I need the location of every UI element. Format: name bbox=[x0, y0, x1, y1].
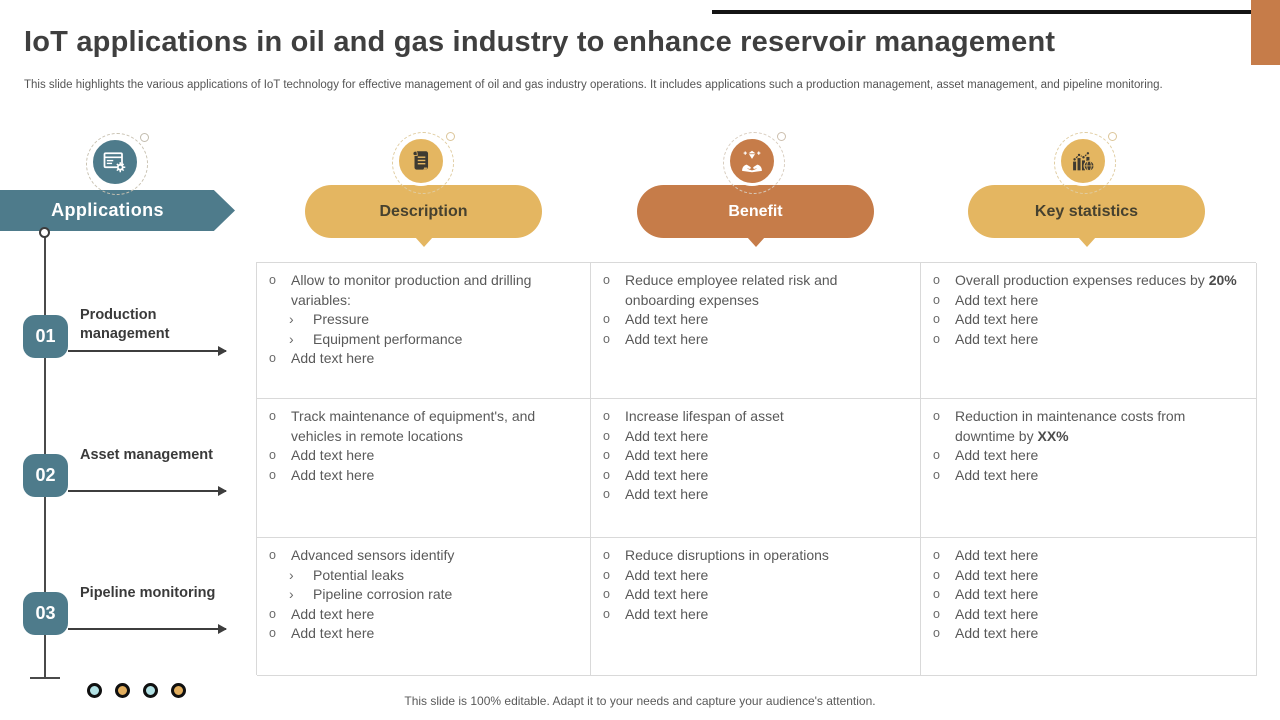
applications-icon-circle bbox=[90, 137, 140, 187]
key-statistics-icon-circle bbox=[1058, 136, 1108, 186]
sidebar-header-label: Applications bbox=[51, 200, 164, 220]
sidebar-item-production-management: Production management bbox=[80, 307, 170, 342]
table-cell-description-row2[interactable]: o Track maintenance of equipment's, and v… bbox=[257, 399, 591, 538]
item-arrow bbox=[68, 486, 227, 496]
item-number-badge-2: 02 bbox=[23, 454, 68, 497]
timeline-connector-dot bbox=[39, 227, 50, 238]
table-cell-benefit-row1[interactable]: o Reduce employee related risk and onboar… bbox=[591, 263, 921, 399]
item-number-badge-3: 03 bbox=[23, 592, 68, 635]
table-cell-key-statistics-row2[interactable]: o Reduction in maintenance costs from dow… bbox=[921, 399, 1257, 538]
sidebar-item-asset-management: Asset management bbox=[80, 447, 213, 463]
indicator-dot bbox=[171, 683, 186, 698]
hands-diamond-icon bbox=[738, 147, 766, 175]
page-subtitle: This slide highlights the various applic… bbox=[24, 79, 1163, 91]
ring-dot bbox=[446, 132, 455, 141]
ring-dot bbox=[1108, 132, 1117, 141]
timeline-end-cap bbox=[30, 677, 60, 679]
table-cell-key-statistics-row3[interactable]: o Add text here o Add text here o Add text he… bbox=[921, 538, 1257, 676]
table-cell-benefit-row3[interactable]: o Reduce disruptions in operations o Add te… bbox=[591, 538, 921, 676]
corner-accent-block bbox=[1251, 0, 1280, 65]
page-title: IoT applications in oil and gas industry… bbox=[24, 26, 1056, 58]
item-arrow bbox=[68, 346, 227, 356]
sidebar-item-pipeline-monitoring: Pipeline monitoring bbox=[80, 585, 216, 601]
sidebar-header-applications: Applications bbox=[0, 190, 235, 231]
dashed-ring bbox=[723, 132, 786, 194]
table-cell-description-row3[interactable]: o Advanced sensors identify › Potential lea… bbox=[257, 538, 591, 676]
table-cell-key-statistics-row1[interactable]: o Overall production expenses reduces by … bbox=[921, 263, 1257, 399]
description-icon-circle bbox=[396, 136, 446, 186]
dashed-ring bbox=[86, 133, 149, 195]
page-indicator-dots bbox=[87, 683, 186, 698]
dashed-ring bbox=[392, 132, 455, 194]
top-accent-line bbox=[712, 10, 1252, 14]
chart-globe-icon bbox=[1069, 147, 1097, 175]
item-number-badge-1: 01 bbox=[23, 315, 68, 358]
ring-dot bbox=[777, 132, 786, 141]
table-cell-benefit-row2[interactable]: o Increase lifespan of asset o Add text her… bbox=[591, 399, 921, 538]
indicator-dot bbox=[115, 683, 130, 698]
window-gear-icon bbox=[101, 148, 129, 176]
content-table: o Allow to monitor production and drillin… bbox=[256, 262, 1257, 676]
indicator-dot bbox=[87, 683, 102, 698]
ring-dot bbox=[140, 133, 149, 142]
table-cell-description-row1[interactable]: o Allow to monitor production and drillin… bbox=[257, 263, 591, 399]
dashed-ring bbox=[1054, 132, 1117, 194]
footer-note: This slide is 100% editable. Adapt it to… bbox=[404, 694, 876, 708]
benefit-icon-circle bbox=[727, 136, 777, 186]
item-arrow bbox=[68, 624, 227, 634]
scroll-icon bbox=[408, 148, 434, 174]
indicator-dot bbox=[143, 683, 158, 698]
